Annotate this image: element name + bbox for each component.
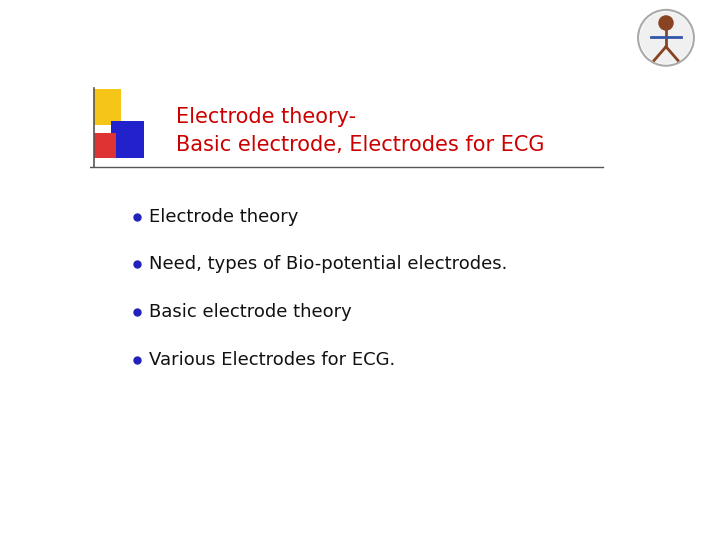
Circle shape — [640, 12, 692, 64]
Bar — [94, 133, 116, 158]
Text: Basic electrode, Electrodes for ECG: Basic electrode, Electrodes for ECG — [176, 134, 545, 154]
Bar — [111, 121, 143, 158]
Bar — [94, 89, 121, 125]
Text: Electrode theory: Electrode theory — [148, 207, 298, 226]
Text: Need, types of Bio-potential electrodes.: Need, types of Bio-potential electrodes. — [148, 255, 507, 273]
Text: Basic electrode theory: Basic electrode theory — [148, 303, 351, 321]
Text: Various Electrodes for ECG.: Various Electrodes for ECG. — [148, 351, 395, 369]
Circle shape — [658, 15, 674, 31]
Text: Electrode theory-: Electrode theory- — [176, 107, 356, 127]
